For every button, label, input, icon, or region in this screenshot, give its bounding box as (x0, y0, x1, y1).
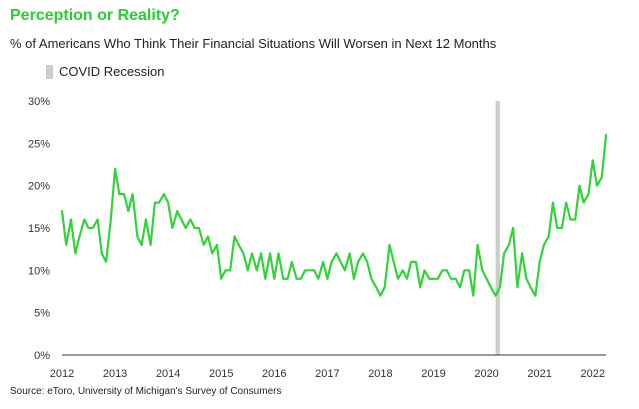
source-note: Source: eToro, University of Michigan's … (10, 386, 282, 397)
x-tick-label: 2017 (315, 368, 339, 380)
y-tick-label: 0% (34, 350, 50, 362)
x-tick-label: 2021 (527, 368, 551, 380)
y-tick-label: 10% (28, 265, 50, 277)
x-tick-label: 2018 (368, 368, 392, 380)
y-tick-label: 15% (28, 223, 50, 235)
x-tick-label: 2014 (156, 368, 180, 380)
recession-band-layer (495, 101, 500, 355)
x-tick-label: 2019 (421, 368, 445, 380)
x-tick-label: 2016 (262, 368, 286, 380)
chart-title: Perception or Reality? (10, 7, 180, 24)
x-tick-label: 2013 (103, 368, 127, 380)
legend-swatch-covid-recession (46, 64, 53, 79)
y-tick-label: 30% (28, 96, 50, 108)
series-line (60, 133, 608, 297)
axis-layer: 0% 5% 10% 15% 20% 25% 30% 2012 2013 2014 2015 2016 2… (28, 96, 606, 380)
legend-label-covid-recession: COVID Recession (59, 64, 165, 79)
series-line-layer (60, 133, 608, 297)
x-tick-label: 2015 (209, 368, 233, 380)
x-tick-label: 2020 (474, 368, 498, 380)
y-tick-label: 25% (28, 138, 50, 150)
y-tick-label: 20% (28, 181, 50, 193)
chart-legend: COVID Recession (46, 64, 164, 79)
chart-subtitle: % of Americans Who Think Their Financial… (10, 36, 497, 51)
x-tick-label: 2012 (50, 368, 74, 380)
recession-band (495, 101, 500, 355)
x-tick-label: 2022 (580, 368, 604, 380)
y-tick-label: 5% (34, 308, 50, 320)
